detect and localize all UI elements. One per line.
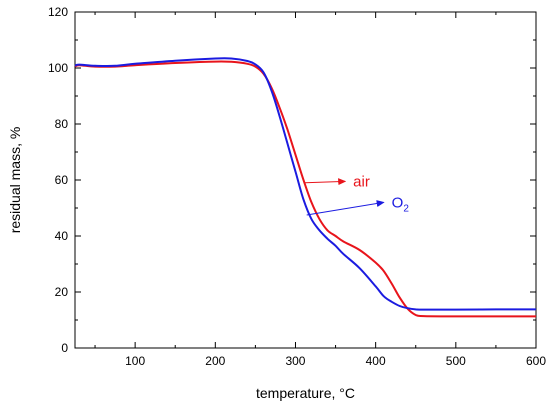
annotation-label: O2: [392, 194, 410, 214]
x-axis-ticks: 100 200 300 400 500 600: [94, 12, 546, 368]
annotation-arrow: [305, 178, 347, 186]
x-axis-label: temperature, °C: [256, 385, 355, 401]
annotation-label: air: [353, 173, 370, 190]
x-tick-label: 600: [526, 354, 546, 368]
y-axis-label: residual mass, %: [7, 127, 23, 234]
y-tick-label: 60: [55, 173, 69, 187]
y-tick-label: 40: [55, 229, 69, 243]
series-layer: [74, 57, 537, 318]
y-tick-label: 100: [48, 61, 68, 75]
x-tick-label: 500: [446, 354, 466, 368]
x-tick-label: 100: [125, 354, 145, 368]
y-tick-label: 0: [61, 341, 68, 355]
y-axis-ticks: 0 20 40 60 80 100 120: [48, 5, 536, 355]
x-tick-label: 400: [366, 354, 386, 368]
y-tick-label: 20: [55, 285, 69, 299]
series-line-air: [74, 60, 536, 318]
annotation-arrow: [306, 200, 385, 216]
x-tick-label: 300: [285, 354, 305, 368]
x-tick-label: 200: [205, 354, 225, 368]
series-line-o2: [74, 57, 537, 311]
y-tick-label: 80: [55, 117, 69, 131]
annotation-layer: air O2: [305, 173, 410, 216]
y-tick-label: 120: [48, 5, 68, 19]
